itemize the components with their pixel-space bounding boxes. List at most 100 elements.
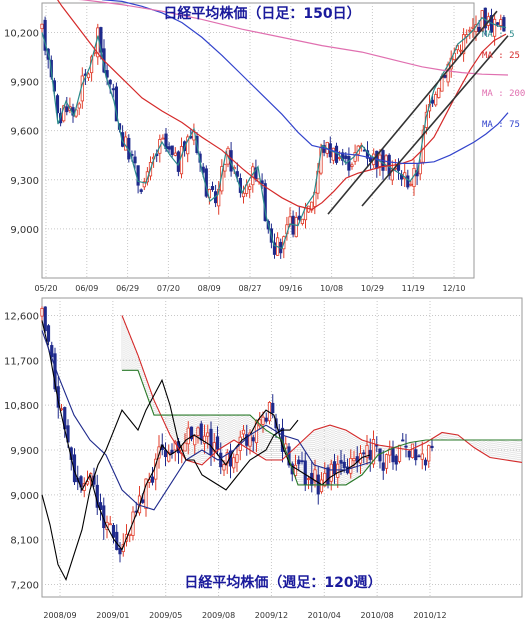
candle-body xyxy=(350,164,354,167)
candle-body xyxy=(232,457,236,469)
weekly-ichimoku-chart: 12,600 11,700 10,800 9,900 9,000 8,100 7,200 20… xyxy=(4,297,523,620)
candle-body xyxy=(334,145,339,163)
candle-body xyxy=(235,454,239,463)
candle-body xyxy=(261,416,265,425)
candle-body xyxy=(183,442,187,452)
ma-line xyxy=(101,0,509,164)
candle-body xyxy=(131,511,135,536)
candle-body xyxy=(391,447,395,463)
candle-body xyxy=(62,105,66,122)
candle-body xyxy=(118,547,122,555)
candle-body xyxy=(128,533,132,536)
candle-body xyxy=(414,449,418,461)
x-tick-label: 11/19 xyxy=(402,284,425,293)
candle-body xyxy=(310,201,314,211)
chart-title: 日経平均株価（日足：150日） xyxy=(163,5,360,22)
candle-body xyxy=(142,181,146,188)
candle-body xyxy=(384,454,389,469)
candle-body xyxy=(65,106,69,113)
candle-body xyxy=(417,455,421,458)
trendline xyxy=(361,35,509,207)
candle-body xyxy=(341,152,345,161)
candle-body xyxy=(381,462,385,471)
candle-body xyxy=(397,444,402,462)
x-tick-label: 2009/08 xyxy=(202,611,235,620)
x-tick-label: 05/20 xyxy=(34,284,57,293)
candle-body xyxy=(347,156,351,171)
candle-body xyxy=(264,417,268,422)
y-tick-label: 8,100 xyxy=(10,536,39,547)
candle-body xyxy=(167,146,171,150)
candle-body xyxy=(141,499,145,503)
candle-body xyxy=(55,95,60,114)
x-tick-label: 2010/12 xyxy=(413,611,446,620)
y-tick-label: 9,900 xyxy=(10,78,39,89)
candle-body xyxy=(43,306,47,332)
candle-body xyxy=(329,463,333,482)
candle-body xyxy=(186,427,190,445)
candle-body xyxy=(406,175,410,188)
candle-body xyxy=(461,34,466,55)
x-tick-label: 2010/04 xyxy=(308,611,341,620)
candle-body xyxy=(111,88,115,91)
candle-body xyxy=(46,325,51,342)
candle-body xyxy=(206,432,210,437)
candle-body xyxy=(77,103,81,109)
candle-body xyxy=(222,464,226,471)
candle-body xyxy=(157,446,161,459)
candle-body xyxy=(326,467,330,485)
candle-body xyxy=(319,479,324,493)
candle-body xyxy=(337,157,342,159)
candle-body xyxy=(136,165,140,186)
candle-body xyxy=(235,171,239,177)
plot-frame xyxy=(41,2,475,279)
candle-body xyxy=(339,460,343,464)
candle-body xyxy=(468,29,472,32)
daily-candlestick-chart: 10,200 9,900 9,600 9,300 9,000 05/20 06/09 06/2… xyxy=(4,0,525,293)
candle-body xyxy=(40,308,44,317)
x-tick-label: 12/10 xyxy=(442,284,465,293)
candle-body xyxy=(108,523,112,526)
candle-body xyxy=(111,524,116,538)
candle-body xyxy=(306,478,311,480)
candle-body xyxy=(404,445,408,448)
candle-body xyxy=(114,86,118,122)
x-tick-label: 10/29 xyxy=(361,284,384,293)
candle-body xyxy=(248,432,252,447)
y-tick-label: 9,000 xyxy=(10,225,39,236)
candle-body xyxy=(241,192,246,198)
candle-body xyxy=(161,137,165,140)
candle-body xyxy=(193,435,197,446)
candle-body xyxy=(437,88,441,98)
candle-body xyxy=(458,49,463,52)
trendline xyxy=(327,10,498,215)
candle-body xyxy=(294,217,298,238)
candle-body xyxy=(430,99,435,104)
candle-body xyxy=(150,476,155,483)
candle-body xyxy=(492,18,497,37)
x-tick-label: 2008/09 xyxy=(43,611,76,620)
ichimoku-line-chikou xyxy=(41,378,299,582)
candle-body xyxy=(430,445,434,449)
x-tick-label: 08/09 xyxy=(198,284,221,293)
candle-body xyxy=(303,460,307,486)
candle-body xyxy=(189,426,194,440)
candle-body xyxy=(133,156,137,164)
candle-body xyxy=(115,531,119,550)
y-tick-label: 9,600 xyxy=(10,127,39,138)
candle-body xyxy=(496,22,500,25)
y-tick-label: 9,000 xyxy=(10,491,39,502)
candle-body xyxy=(254,167,258,180)
candle-body xyxy=(124,136,128,151)
x-tick-label: 2010/08 xyxy=(361,611,394,620)
candle-body xyxy=(215,436,220,450)
candle-body xyxy=(210,186,215,191)
candle-body xyxy=(300,218,305,224)
ichimoku-line-spanA xyxy=(121,315,523,466)
ichimoku-line-spanB xyxy=(122,369,522,486)
candle-body xyxy=(196,427,200,436)
legend-label: MA : 5 xyxy=(482,30,515,40)
candle-body xyxy=(202,435,207,444)
candle-body xyxy=(480,10,484,31)
y-tick-label: 12,600 xyxy=(4,311,39,322)
